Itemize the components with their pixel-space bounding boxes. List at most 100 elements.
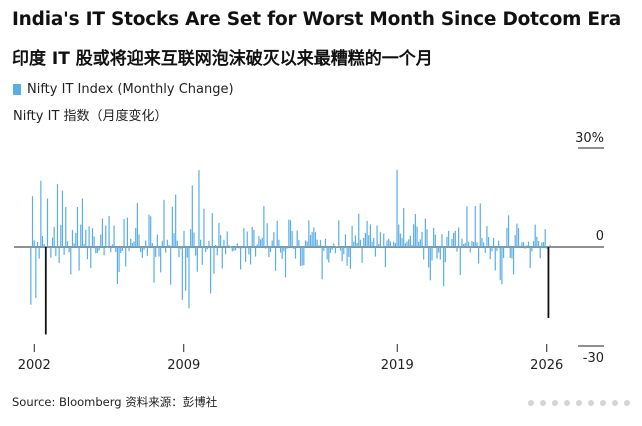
- bar: [239, 247, 242, 270]
- bar: [223, 239, 225, 247]
- bar: [111, 244, 114, 247]
- bar: [298, 240, 300, 247]
- bar: [234, 247, 237, 251]
- bar: [30, 247, 32, 305]
- bar: [506, 227, 508, 247]
- bar: [91, 228, 94, 247]
- bar: [507, 215, 510, 247]
- bar: [504, 247, 506, 248]
- bar: [176, 240, 178, 247]
- bar: [333, 243, 335, 247]
- bar: [346, 247, 348, 266]
- bar: [429, 247, 431, 281]
- bar: [83, 244, 85, 247]
- bar: [243, 228, 245, 247]
- bar: [276, 220, 278, 247]
- bar: [299, 247, 302, 266]
- bar: [549, 245, 551, 247]
- bar: [519, 245, 521, 247]
- bar: [406, 241, 408, 247]
- bar: [33, 240, 35, 247]
- bar: [521, 242, 523, 247]
- bar: [115, 247, 117, 252]
- dot: [552, 400, 558, 406]
- bar: [168, 245, 170, 247]
- bar: [283, 247, 285, 252]
- bar: [266, 223, 268, 247]
- bar: [499, 247, 501, 280]
- highlight-bar: [547, 247, 550, 318]
- bar: [479, 203, 481, 247]
- bar: [308, 220, 310, 247]
- bar: [349, 247, 352, 269]
- bar: [463, 244, 465, 247]
- bar: [339, 247, 342, 251]
- bar: [386, 240, 388, 247]
- bar: [61, 190, 64, 247]
- bar: [225, 247, 227, 255]
- bar: [414, 214, 416, 247]
- bar: [163, 199, 165, 247]
- bar: [404, 243, 406, 247]
- bar: [364, 232, 367, 247]
- dot: [624, 400, 630, 406]
- bar: [251, 226, 253, 247]
- bar: [140, 247, 142, 252]
- bar: [488, 237, 490, 247]
- bar: [481, 238, 483, 247]
- bar: [534, 224, 536, 247]
- bar: [401, 238, 403, 247]
- bar: [303, 247, 305, 266]
- bar: [476, 242, 478, 247]
- bar: [514, 235, 516, 247]
- bar: [211, 213, 213, 247]
- bar: [274, 247, 277, 271]
- bar: [105, 225, 107, 247]
- bar: [269, 247, 272, 252]
- x-tick-label: 2002: [18, 358, 51, 373]
- bar: [141, 247, 143, 258]
- bar: [123, 218, 125, 247]
- bar: [229, 246, 232, 248]
- bar: [464, 243, 466, 247]
- bar: [131, 243, 133, 247]
- bar: [156, 234, 158, 247]
- bar: [512, 247, 515, 275]
- bar: [233, 247, 235, 251]
- x-tick-label: 2026: [530, 358, 563, 373]
- bar: [193, 232, 195, 247]
- bar: [76, 207, 79, 247]
- bar: [60, 224, 62, 247]
- x-tick-label: 2019: [381, 358, 414, 373]
- bar: [509, 247, 511, 258]
- bar: [180, 247, 182, 249]
- bar: [178, 247, 180, 258]
- bar: [43, 244, 45, 247]
- bar: [358, 213, 360, 247]
- bar: [259, 239, 262, 247]
- bar: [68, 247, 70, 253]
- bar: [56, 183, 59, 247]
- bar: [394, 243, 396, 247]
- bar: [306, 241, 308, 247]
- bar: [166, 239, 168, 247]
- bar: [439, 247, 441, 260]
- bar: [125, 247, 127, 267]
- bar: [443, 247, 445, 287]
- bar: [403, 208, 405, 247]
- bar: [263, 206, 265, 247]
- bar: [48, 246, 50, 247]
- bar: [96, 247, 99, 253]
- bar: [110, 247, 112, 253]
- dot: [600, 400, 606, 406]
- bar: [526, 245, 528, 247]
- bar: [73, 243, 75, 247]
- bar: [344, 234, 347, 247]
- bar: [516, 223, 518, 247]
- bar: [381, 246, 383, 247]
- chart-bars: [30, 169, 551, 335]
- bar: [373, 237, 375, 247]
- bar: [70, 247, 72, 275]
- bar: [329, 247, 332, 253]
- bar: [321, 247, 323, 280]
